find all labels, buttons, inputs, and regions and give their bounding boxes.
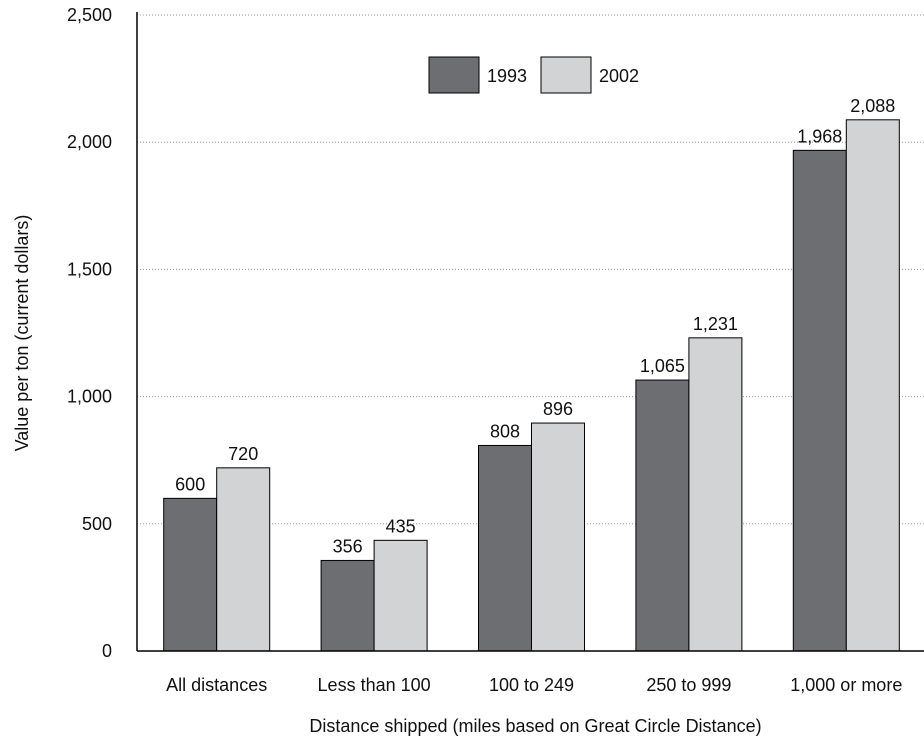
bar-value-label: 1,968: [797, 126, 842, 146]
bar-2002-1: [373, 539, 428, 652]
y-tick-label: 1,000: [67, 387, 112, 407]
bar-value-label: 1,231: [693, 314, 738, 334]
y-axis-ticks: 0 500 1,000 1,500 2,000 2,500: [67, 5, 112, 661]
y-tick-label: 2,000: [67, 132, 112, 152]
legend-label: 1993: [487, 66, 527, 86]
bar-value-label: 600: [175, 474, 205, 494]
bar-value-label: 1,065: [640, 356, 685, 376]
legend-label: 2002: [599, 66, 639, 86]
y-tick-label: 1,500: [67, 259, 112, 279]
bar-value-label: 2,088: [850, 96, 895, 116]
bar-1993-1: [320, 559, 375, 652]
bar-2002-2: [531, 422, 585, 652]
bar-1993-2: [478, 444, 532, 652]
x-category-label: 250 to 999: [646, 675, 731, 695]
bars: [163, 119, 900, 652]
bar-1993-3: [635, 379, 690, 652]
bar-value-labels: 600 720 356 435 808 896 1,065 1,231 1,968 2,088: [175, 96, 895, 557]
bar-1993-0: [163, 497, 218, 652]
x-axis-category-labels: All distances Less than 100 100 to 249 250 …: [166, 675, 902, 695]
y-tick-label: 0: [102, 641, 112, 661]
y-axis-title: Value per ton (current dollars): [12, 215, 32, 452]
x-category-label: 1,000 or more: [790, 675, 902, 695]
legend-swatch-2002: [540, 56, 592, 94]
bar-value-label: 356: [333, 536, 363, 556]
bar-value-label: 435: [386, 516, 416, 536]
bar-2002-4: [845, 119, 900, 652]
y-tick-label: 500: [82, 514, 112, 534]
x-category-label: Less than 100: [318, 675, 431, 695]
legend: 1993 2002: [428, 56, 639, 94]
x-category-label: All distances: [166, 675, 267, 695]
bar-2002-0: [216, 467, 271, 652]
bar-value-label: 896: [543, 399, 573, 419]
x-axis-title: Distance shipped (miles based on Great C…: [309, 716, 761, 736]
y-tick-label: 2,500: [67, 5, 112, 25]
x-category-label: 100 to 249: [489, 675, 574, 695]
bar-value-label: 808: [490, 421, 520, 441]
bar-value-label: 720: [228, 444, 258, 464]
legend-swatch-1993: [428, 56, 480, 94]
bar-2002-3: [688, 337, 743, 652]
bar-1993-4: [792, 149, 847, 652]
